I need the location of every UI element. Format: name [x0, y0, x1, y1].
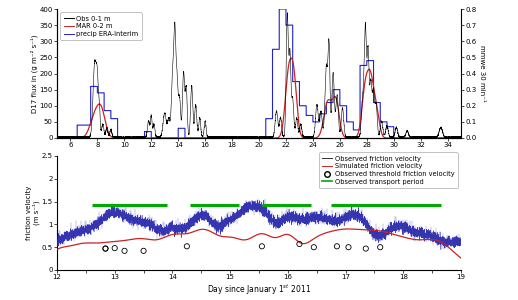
- X-axis label: Day since January 1$^{st}$ 2011: Day since January 1$^{st}$ 2011: [207, 283, 311, 297]
- Point: [310, 245, 318, 250]
- Point: [344, 245, 353, 250]
- Y-axis label: D17 flux in (g m⁻² s⁻¹): D17 flux in (g m⁻² s⁻¹): [31, 34, 38, 113]
- Point: [258, 244, 266, 249]
- Point: [102, 246, 110, 251]
- Point: [102, 246, 110, 251]
- Point: [362, 246, 370, 251]
- Point: [183, 244, 191, 249]
- Point: [333, 244, 341, 249]
- Point: [110, 246, 119, 250]
- Y-axis label: mmwe 30 min⁻¹: mmwe 30 min⁻¹: [479, 45, 485, 102]
- Point: [295, 242, 304, 246]
- Legend: Obs 0-1 m, MAR 0-2 m, precip ERA-Interim: Obs 0-1 m, MAR 0-2 m, precip ERA-Interim: [60, 12, 142, 40]
- Point: [120, 248, 128, 253]
- Point: [376, 245, 384, 250]
- Point: [139, 248, 148, 253]
- Legend: Observed friction velocity, Simulated friction velocity, Observed threshold fric: Observed friction velocity, Simulated fr…: [319, 152, 458, 188]
- Y-axis label: friction velocity
(m s⁻¹): friction velocity (m s⁻¹): [25, 186, 40, 240]
